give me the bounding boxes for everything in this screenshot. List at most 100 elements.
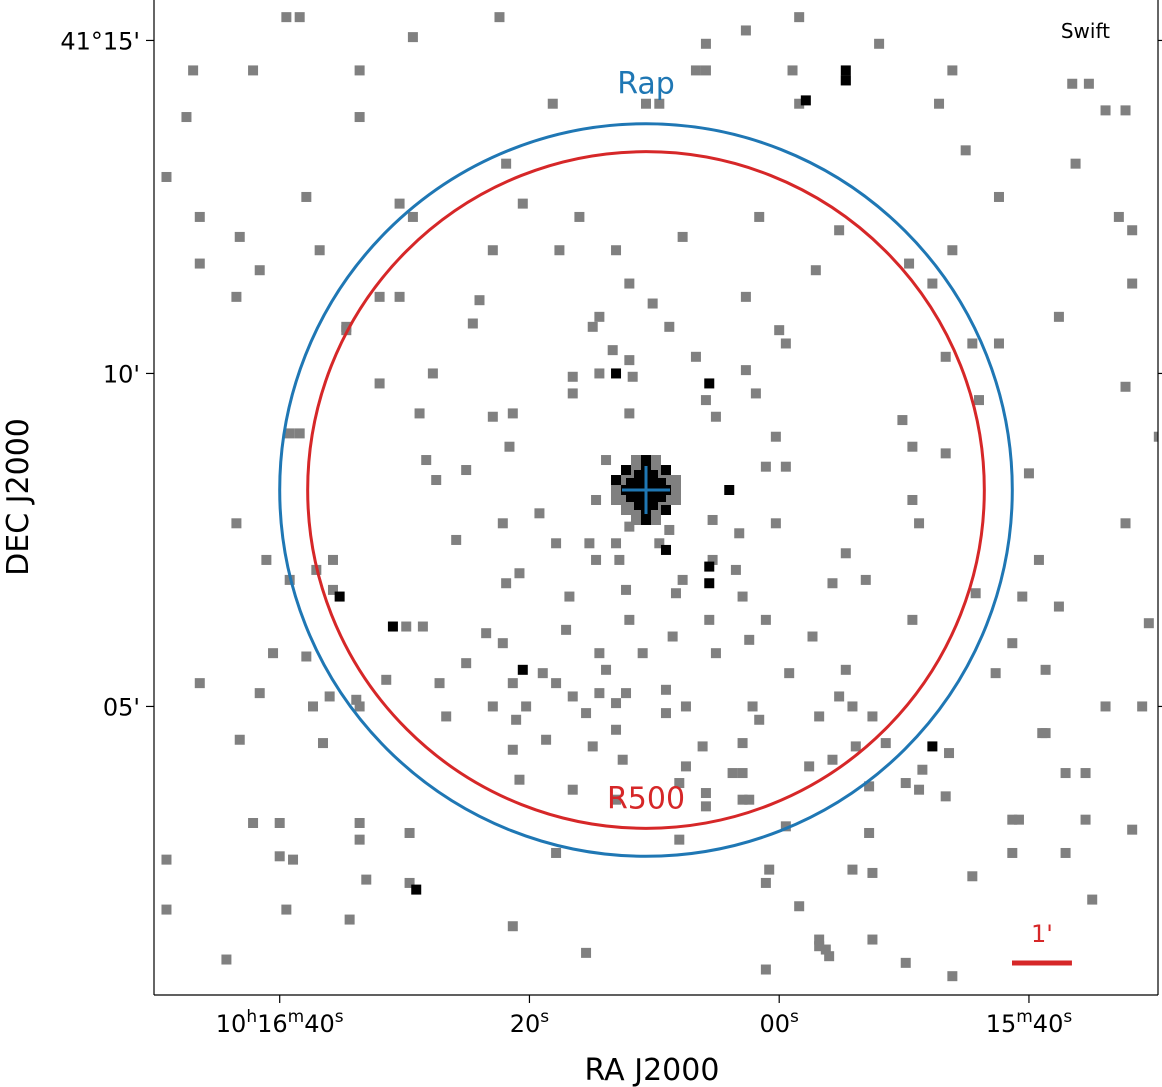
count-pixel	[1007, 638, 1018, 649]
count-pixel	[594, 311, 605, 322]
bright-count-pixel	[658, 478, 666, 486]
count-pixel	[760, 461, 771, 472]
count-pixel	[261, 554, 272, 565]
count-pixel	[621, 688, 632, 699]
count-pixel	[1120, 105, 1131, 116]
count-pixel	[740, 25, 751, 36]
count-pixel	[840, 664, 851, 675]
count-pixel	[231, 518, 242, 529]
count-pixel	[907, 441, 918, 452]
count-pixel	[624, 521, 635, 532]
count-pixel	[567, 691, 578, 702]
count-pixel	[607, 345, 618, 356]
count-pixel	[641, 98, 651, 109]
count-pixel	[421, 455, 432, 466]
count-pixel	[248, 65, 259, 76]
count-pixel	[344, 914, 355, 925]
count-pixel	[248, 818, 259, 828]
count-pixel	[467, 318, 478, 329]
count-pixel	[867, 867, 878, 878]
count-pixel	[414, 408, 425, 419]
count-pixel	[1023, 468, 1034, 479]
count-pixel	[1013, 814, 1024, 825]
count-pixel	[288, 854, 299, 865]
count-pixel	[194, 258, 205, 269]
bright-count-pixel	[650, 470, 658, 478]
count-pixel	[1113, 211, 1124, 222]
count-pixel	[324, 691, 335, 702]
count-pixel	[671, 485, 681, 495]
count-pixel	[993, 191, 1004, 202]
count-pixel	[497, 518, 508, 529]
count-pixel	[914, 518, 925, 529]
count-pixel	[254, 265, 265, 276]
count-pixel	[677, 231, 688, 242]
count-pixel	[760, 877, 771, 888]
count-pixel	[737, 738, 748, 749]
count-pixel	[847, 864, 858, 875]
count-pixel	[700, 788, 711, 799]
count-pixel	[521, 701, 532, 712]
count-pixel	[314, 245, 325, 256]
count-pixel	[810, 265, 821, 276]
count-pixel	[1100, 701, 1111, 712]
count-pixel	[407, 32, 418, 43]
count-pixel	[677, 574, 688, 585]
count-pixel	[907, 494, 918, 505]
count-pixel	[1087, 894, 1098, 905]
count-pixel	[487, 245, 498, 256]
x-axis-title: RA J2000	[585, 1053, 720, 1087]
count-pixel	[993, 338, 1004, 349]
count-pixel	[700, 38, 711, 49]
count-pixel	[234, 734, 245, 745]
count-pixel	[507, 408, 518, 419]
x-tick-label: 00s	[759, 1007, 799, 1038]
count-pixel	[567, 371, 578, 382]
count-pixel	[850, 741, 861, 752]
count-pixel	[1137, 701, 1148, 712]
count-pixel	[651, 515, 661, 525]
count-pixel	[627, 371, 638, 382]
count-pixel	[517, 198, 528, 209]
count-pixel	[404, 877, 415, 888]
bright-count-pixel	[641, 514, 651, 525]
count-pixel	[188, 65, 199, 76]
x-tick-label: 10h16m40s	[216, 1007, 344, 1038]
count-pixel	[354, 701, 365, 712]
count-pixel	[807, 631, 818, 642]
circle-label-rap: Rap	[617, 67, 675, 102]
count-pixel	[707, 554, 718, 565]
count-pixel	[1120, 518, 1131, 529]
center-cross-marker	[622, 466, 670, 514]
bright-count-pixel	[334, 591, 345, 602]
count-pixel	[274, 818, 285, 828]
count-pixel	[631, 515, 641, 525]
count-pixel	[404, 827, 415, 838]
count-pixel	[1143, 618, 1154, 629]
count-pixel	[274, 851, 285, 862]
count-pixel	[301, 191, 312, 202]
count-pixel	[760, 964, 771, 975]
count-pixel	[561, 624, 572, 635]
count-pixel	[874, 38, 885, 49]
count-pixel	[594, 648, 605, 659]
count-pixel	[940, 351, 951, 362]
count-pixel	[501, 158, 512, 169]
count-pixel	[1083, 78, 1094, 89]
count-pixel	[481, 628, 492, 639]
count-pixel	[664, 524, 675, 535]
count-pixel	[354, 818, 365, 828]
count-pixel	[394, 198, 405, 209]
count-pixel	[907, 614, 918, 625]
count-pixel	[617, 754, 628, 765]
count-pixel	[234, 231, 245, 242]
count-pixel	[611, 485, 621, 495]
count-pixel	[667, 631, 678, 642]
count-pixel	[351, 694, 362, 705]
count-pixel	[880, 738, 891, 749]
count-pixel	[1067, 78, 1078, 89]
count-pixel	[394, 291, 405, 302]
count-pixel	[281, 12, 292, 23]
bright-count-pixel	[704, 561, 715, 572]
